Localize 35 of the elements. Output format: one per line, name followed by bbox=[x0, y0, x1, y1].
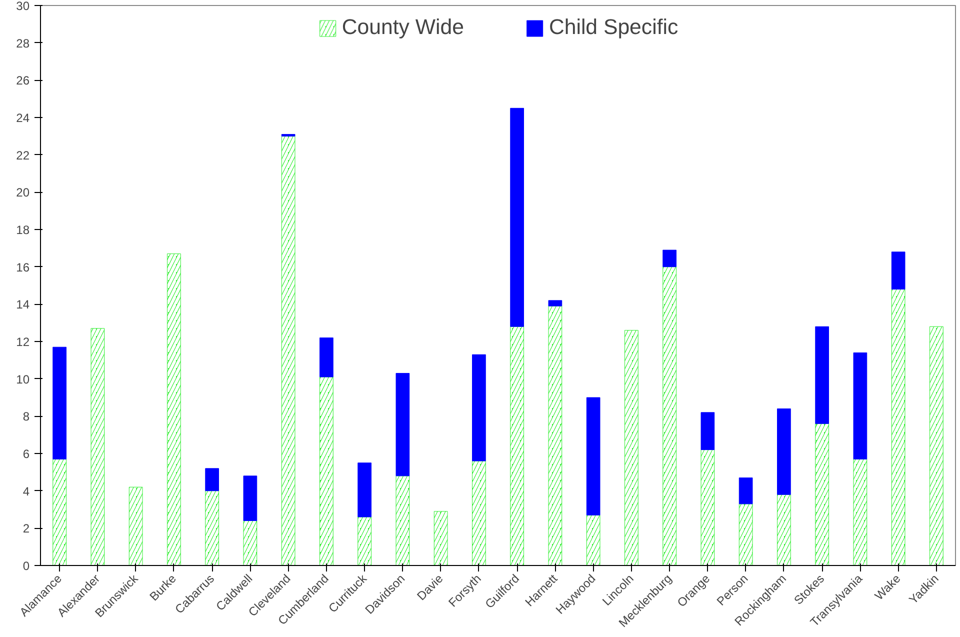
bar bbox=[853, 352, 868, 460]
bar bbox=[243, 476, 258, 521]
y-tick-label: 22 bbox=[16, 148, 30, 162]
bar bbox=[891, 252, 906, 290]
y-tick-label: 8 bbox=[22, 410, 30, 424]
y-tick-label: 2 bbox=[22, 522, 30, 536]
bar bbox=[586, 397, 600, 516]
bar bbox=[815, 326, 829, 424]
y-tick-label: 4 bbox=[22, 484, 30, 498]
y-tick-label: 30 bbox=[16, 0, 30, 13]
y-tick-label: 14 bbox=[16, 298, 30, 312]
bar bbox=[472, 354, 486, 462]
bar bbox=[205, 468, 219, 492]
y-tick-label: 20 bbox=[16, 186, 30, 200]
bar bbox=[700, 412, 715, 450]
bar bbox=[320, 338, 334, 378]
y-tick-label: 10 bbox=[16, 372, 30, 386]
legend-label: Child Specific bbox=[548, 15, 678, 40]
bar bbox=[510, 108, 524, 327]
y-tick-label: 6 bbox=[22, 447, 30, 461]
y-tick-label: 16 bbox=[16, 260, 30, 274]
bar bbox=[662, 250, 676, 268]
bar bbox=[52, 346, 66, 460]
y-tick-label: 24 bbox=[16, 111, 30, 125]
y-tick-label: 12 bbox=[16, 335, 30, 349]
bar bbox=[738, 478, 753, 504]
legend-label: County Wide bbox=[342, 15, 464, 40]
y-tick-label: 0 bbox=[22, 559, 30, 573]
y-tick-label: 18 bbox=[16, 223, 30, 237]
bar bbox=[777, 408, 791, 495]
y-tick-label: 26 bbox=[16, 74, 30, 88]
bar bbox=[396, 372, 410, 476]
bar bbox=[358, 462, 372, 518]
bar bbox=[548, 300, 562, 306]
y-tick-label: 28 bbox=[16, 36, 30, 50]
